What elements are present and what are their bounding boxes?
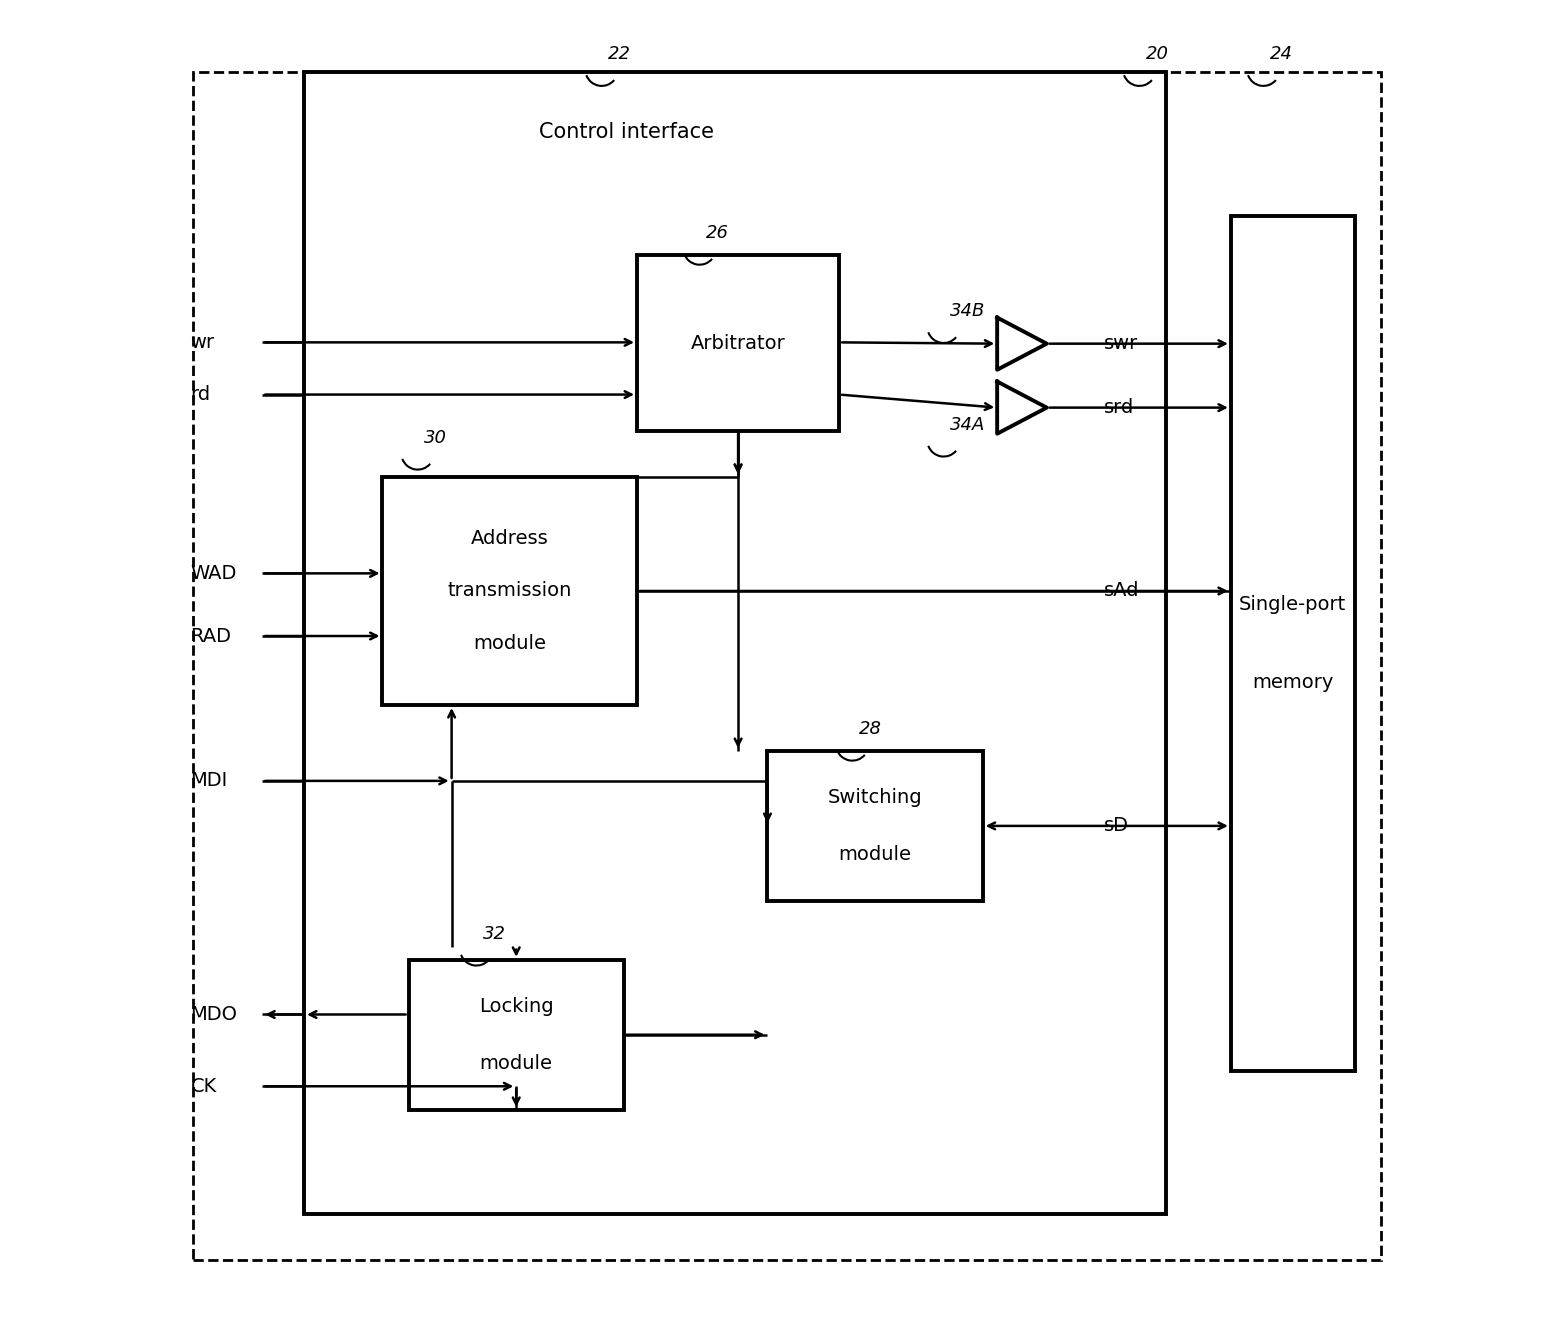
Text: 34A: 34A [951,415,985,434]
Text: 32: 32 [482,925,506,943]
Text: 24: 24 [1271,45,1293,63]
Bar [304,73,1166,1215]
Text: Arbitrator: Arbitrator [690,334,785,352]
Text: MDI: MDI [190,772,228,790]
Text: MDO: MDO [190,1005,237,1024]
Text: 28: 28 [859,720,882,737]
Bar [1230,216,1355,1071]
Text: RAD: RAD [190,627,231,645]
Text: 22: 22 [609,45,631,63]
Text: module: module [473,633,546,653]
Text: Control interface: Control interface [539,121,713,142]
Text: 30: 30 [425,429,446,447]
Text: module: module [479,1054,553,1072]
Text: srd: srd [1104,398,1135,417]
Text: sD: sD [1104,816,1129,835]
Text: 26: 26 [706,224,729,241]
Bar [637,255,840,431]
Text: Address: Address [471,529,548,549]
Text: swr: swr [1104,334,1138,353]
Text: transmission: transmission [448,582,571,600]
Text: sAd: sAd [1104,582,1140,600]
Text: rd: rd [190,385,211,404]
Text: CK: CK [190,1076,217,1096]
Bar [768,751,983,901]
Text: memory: memory [1252,673,1333,692]
Text: Switching: Switching [827,787,923,807]
Text: wr: wr [190,332,215,352]
Text: Single-port: Single-port [1239,595,1347,613]
Text: module: module [838,845,912,864]
Text: 20: 20 [1146,45,1169,63]
Bar [382,476,637,706]
Text: 34B: 34B [951,302,985,321]
Text: Locking: Locking [479,997,554,1016]
Text: WAD: WAD [190,563,237,583]
Bar [409,960,624,1109]
